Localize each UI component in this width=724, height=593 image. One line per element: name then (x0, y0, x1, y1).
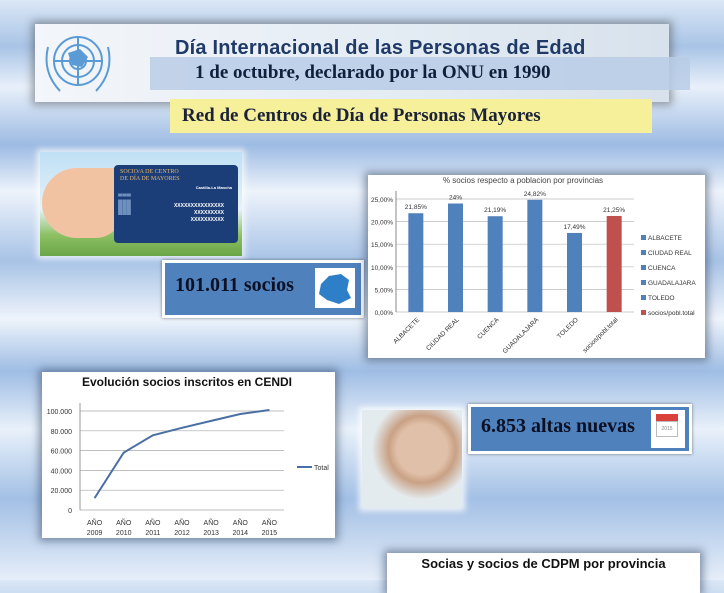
x-tick-label: 2010 (116, 530, 132, 537)
y-tick-label: 60.000 (51, 449, 73, 456)
legend-label: Total (314, 465, 329, 472)
legend-label: socios/pobl.total (648, 310, 695, 317)
hand-image (42, 168, 122, 238)
x-tick-label: AÑO (262, 518, 278, 527)
y-tick-label: 0 (68, 508, 72, 515)
x-tick-label: 2013 (203, 530, 219, 537)
province-chart-title: Socias y socios de CDPM por provincia (421, 556, 666, 571)
legend-label: TOLEDO (648, 295, 675, 302)
data-label: 24% (449, 195, 462, 202)
x-tick-label: 2014 (232, 530, 248, 537)
legend-swatch (641, 280, 646, 285)
line-chart: Evolución socios inscritos en CENDI 0 20.0… (42, 372, 335, 538)
calendar-year: 2015 (656, 421, 678, 437)
data-label: 21,25% (603, 207, 625, 214)
date-subtitle: 1 de octubre, declarado por la ONU en 19… (195, 62, 551, 83)
x-tick-label: 2011 (145, 530, 160, 537)
y-tick-label: 40.000 (51, 468, 73, 475)
socios-stat: 101.011 socios (162, 260, 364, 318)
x-tick-label: AÑO (116, 518, 132, 527)
chart-title: Evolución socios inscritos en CENDI (82, 375, 292, 389)
x-tick-label: 2015 (262, 530, 278, 537)
senior-photo (362, 410, 462, 508)
bar (448, 203, 463, 312)
legend-label: ALBACETE (648, 235, 683, 242)
x-tick-label: 2012 (174, 530, 190, 537)
y-tick-label: 15,00% (371, 242, 393, 249)
legend-label: CUENCA (648, 265, 676, 272)
card-code: XXXXXXXXXXXXXXX (173, 203, 224, 209)
calendar-icon: 2015 (651, 410, 685, 448)
x-tick-label: AÑO (87, 518, 103, 527)
legend-swatch (641, 250, 646, 255)
card-brand: Castilla-La Mancha (195, 185, 232, 190)
bar-chart: % socios respecto a poblacion por provin… (368, 175, 705, 358)
x-tick-label: TOLEDO (556, 316, 580, 340)
altas-count: 6.853 altas nuevas (481, 415, 635, 437)
x-tick-label: AÑO (174, 518, 190, 527)
x-tick-label: CIUDAD REAL (425, 316, 461, 352)
x-tick-label: ALBACETE (392, 316, 421, 345)
x-tick-label: AÑO (233, 518, 249, 527)
data-label: 17,49% (563, 224, 585, 231)
un-logo-icon (45, 36, 111, 92)
y-tick-label: 20.000 (51, 488, 73, 495)
x-tick-label: GUADALAJARA (502, 316, 541, 355)
legend-swatch (641, 265, 646, 270)
y-tick-label: 80.000 (51, 429, 73, 436)
page-title: Día Internacional de las Personas de Eda… (175, 37, 586, 59)
network-label: Red de Centros de Día de Personas Mayore… (170, 99, 652, 133)
socios-count: 101.011 socios (175, 274, 294, 296)
card-code: XXXXXXXXX (193, 210, 224, 216)
legend-swatch (641, 295, 646, 300)
people-icon: iii (116, 189, 133, 222)
legend-label: CIUDAD REAL (648, 250, 692, 257)
data-label: 21,19% (484, 207, 506, 214)
bar (487, 216, 503, 312)
data-label: 24,82% (524, 191, 546, 198)
card-line2: DE DÍA DE MAYORES (120, 176, 180, 182)
membership-card: SOCIO/A DE CENTRO DE DÍA DE MAYORES Cast… (114, 165, 238, 243)
y-tick-label: 10,00% (371, 265, 393, 272)
chart-title: % socios respecto a poblacion por provin… (443, 176, 603, 185)
legend-swatch (641, 310, 646, 315)
x-tick-label: socios/pobl.total (582, 316, 620, 354)
y-tick-label: 5,00% (375, 287, 394, 294)
altas-stat: 6.853 altas nuevas 2015 (468, 404, 692, 454)
bar (527, 199, 543, 312)
card-code: XXXXXXXXXX (190, 217, 224, 223)
date-band (150, 57, 690, 90)
y-tick-label: 25,00% (371, 197, 393, 204)
x-tick-label: AÑO (145, 518, 161, 527)
x-tick-label: 2009 (87, 530, 103, 537)
network-text: Red de Centros de Día de Personas Mayore… (182, 105, 541, 126)
bar (606, 215, 622, 312)
bar (567, 232, 582, 312)
map-icon (315, 268, 355, 308)
data-label: 21,85% (405, 204, 427, 211)
y-tick-label: 100.000 (47, 409, 72, 416)
card-line1: SOCIO/A DE CENTRO (120, 169, 179, 175)
legend-label: GUADALAJARA (648, 280, 696, 287)
province-chart: Socias y socios de CDPM por provincia (387, 553, 700, 593)
x-tick-label: CUENCA (476, 316, 501, 341)
bar (408, 213, 424, 312)
y-tick-label: 20,00% (371, 220, 393, 227)
y-tick-label: 0,00% (375, 310, 394, 317)
legend-swatch (641, 235, 646, 240)
series-line (93, 409, 270, 499)
x-tick-label: AÑO (204, 518, 220, 527)
